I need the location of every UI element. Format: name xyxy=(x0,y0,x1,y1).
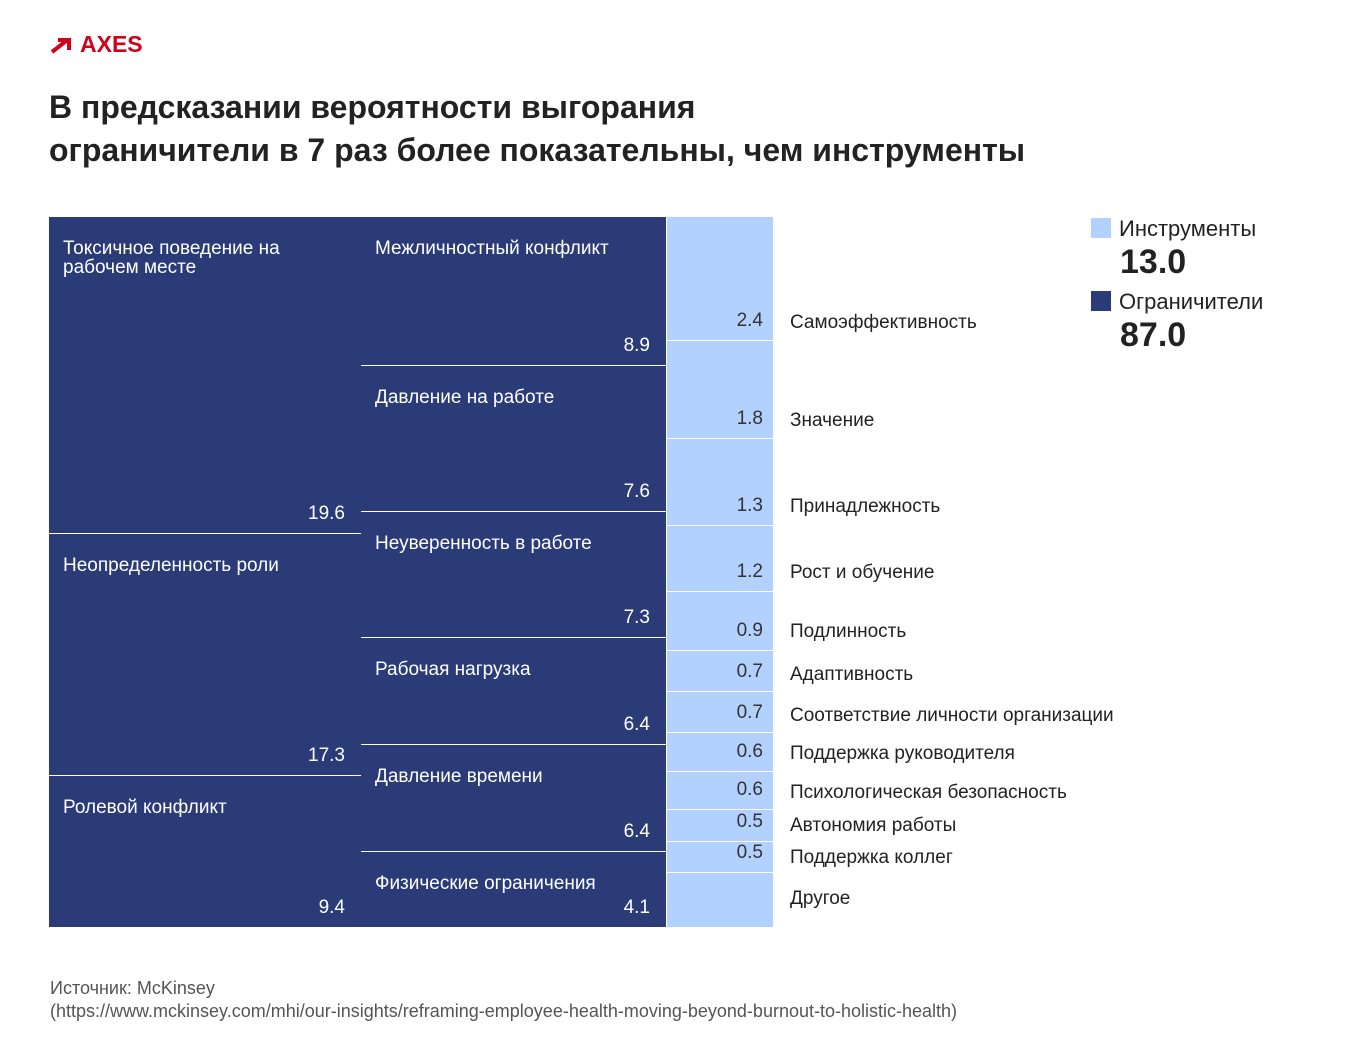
cell-value: 8.9 xyxy=(623,335,650,356)
treemap-cell: 0.7 xyxy=(667,692,774,733)
treemap-cell: 1.8 xyxy=(667,341,774,439)
source: Источник: McKinsey (https://www.mckinsey… xyxy=(50,978,958,1021)
instrument-label: Самоэффективность xyxy=(790,312,977,333)
treemap-cell: Неопределенность роли 17.3 xyxy=(49,534,362,776)
legend-swatch-light xyxy=(1091,218,1111,238)
source-label: Источник: McKinsey xyxy=(50,978,215,998)
page-title: В предсказании вероятности выгорания огра… xyxy=(49,86,1249,172)
legend-label: Ограничители xyxy=(1119,289,1264,314)
treemap-cell: 0.5 xyxy=(667,810,774,842)
instrument-label: Другое xyxy=(790,888,851,909)
cell-value: 0.9 xyxy=(736,620,763,641)
legend-value-limiters: 87.0 xyxy=(1120,316,1187,354)
treemap-cell: 0.5 xyxy=(667,842,774,873)
treemap-cell xyxy=(667,873,774,928)
legend-value-instruments: 13.0 xyxy=(1120,243,1187,281)
treemap-cell: Ролевой конфликт 9.4 xyxy=(49,776,362,928)
cell-value: 9.4 xyxy=(318,897,345,918)
treemap-cell: Физические ограничения 4.1 xyxy=(361,852,667,928)
instrument-label: Автономия работы xyxy=(790,815,957,836)
treemap-cell: Токсичное поведение на рабочем месте 19.6 xyxy=(49,217,362,534)
instrument-label: Подлинность xyxy=(790,621,907,642)
cell-value: 7.3 xyxy=(623,607,650,628)
treemap-cell: 1.2 xyxy=(667,526,774,592)
cell-label: Межличностный конфликт xyxy=(375,238,609,259)
cell-label: Ролевой конфликт xyxy=(63,797,227,818)
treemap-cell: Давление времени 6.4 xyxy=(361,745,667,852)
treemap-cell: Давление на работе 7.6 xyxy=(361,366,667,512)
cell-label: Физические ограничения xyxy=(375,873,596,894)
instrument-label: Значение xyxy=(790,410,875,431)
treemap-cell: 2.4 xyxy=(667,217,774,341)
treemap-cell: 0.6 xyxy=(667,733,774,772)
legend-label: Инструменты xyxy=(1119,216,1257,241)
cell-value: 1.2 xyxy=(736,561,763,582)
cell-label: Неуверенность в работе xyxy=(375,533,592,554)
legend-instruments: Инструменты xyxy=(1091,216,1256,242)
cell-value: 6.4 xyxy=(623,714,650,735)
instrument-label: Принадлежность xyxy=(790,496,941,517)
arrow-logo-icon xyxy=(50,37,71,54)
title-line-1: В предсказании вероятности выгорания xyxy=(49,89,696,125)
logo-text: AXES xyxy=(80,31,143,57)
instrument-label: Поддержка руководителя xyxy=(790,743,1015,764)
cell-value: 2.4 xyxy=(736,310,763,331)
legend-limiters: Ограничители xyxy=(1091,289,1263,315)
treemap-cell: Рабочая нагрузка 6.4 xyxy=(361,638,667,745)
cell-value: 0.6 xyxy=(736,779,763,800)
cell-value: 4.1 xyxy=(623,897,650,918)
cell-value: 0.7 xyxy=(736,661,763,682)
title-line-2: ограничители в 7 раз более показательны,… xyxy=(49,132,1026,168)
instrument-label: Психологическая безопасность xyxy=(790,782,1067,803)
treemap-cell: Неуверенность в работе 7.3 xyxy=(361,512,667,638)
cell-value: 0.5 xyxy=(736,811,763,832)
instrument-label: Поддержка коллег xyxy=(790,847,953,868)
instrument-label: Адаптивность xyxy=(790,664,914,685)
cell-label: Токсичное поведение на рабочем месте xyxy=(63,238,280,278)
logo: AXES xyxy=(50,31,143,58)
treemap-cell: 0.6 xyxy=(667,772,774,810)
cell-value: 1.3 xyxy=(736,495,763,516)
instrument-label: Соответствие личности организации xyxy=(790,705,1114,726)
treemap-cell: 0.9 xyxy=(667,592,774,651)
cell-value: 17.3 xyxy=(308,745,345,766)
cell-label: Рабочая нагрузка xyxy=(375,659,531,680)
instrument-label: Рост и обучение xyxy=(790,562,935,583)
cell-value: 19.6 xyxy=(308,503,345,524)
cell-label: Неопределенность роли xyxy=(63,555,279,576)
cell-value: 0.5 xyxy=(736,842,763,863)
treemap-cell: Межличностный конфликт 8.9 xyxy=(361,217,667,366)
legend-swatch-dark xyxy=(1091,291,1111,311)
cell-value: 6.4 xyxy=(623,821,650,842)
treemap-cell: 0.7 xyxy=(667,651,774,692)
cell-label: Давление времени xyxy=(375,766,543,787)
treemap-cell: 1.3 xyxy=(667,439,774,526)
cell-value: 7.6 xyxy=(623,481,650,502)
cell-value: 1.8 xyxy=(736,408,763,429)
cell-value: 0.7 xyxy=(736,702,763,723)
cell-label: Давление на работе xyxy=(375,387,555,408)
source-link[interactable]: https://www.mckinsey.com/mhi/our-insight… xyxy=(56,1001,952,1021)
cell-value: 0.6 xyxy=(736,741,763,762)
